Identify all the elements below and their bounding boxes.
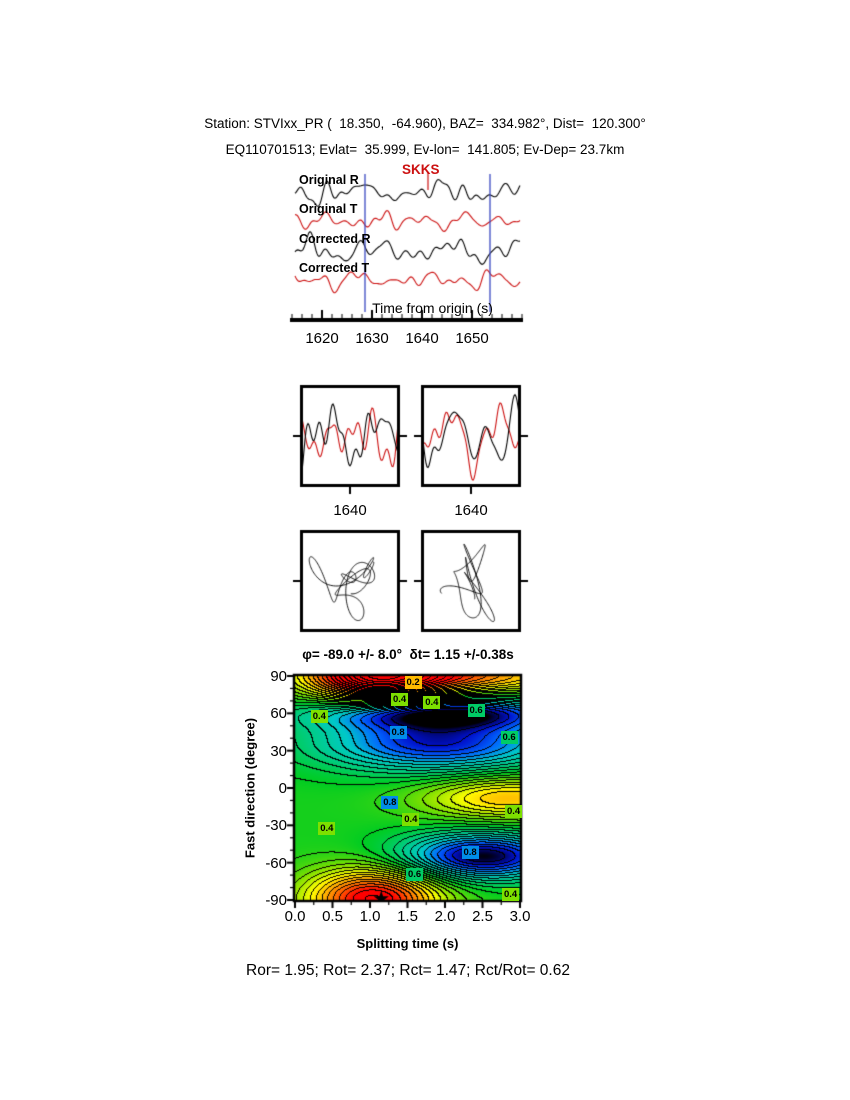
contour-xlabel: Splitting time (s) — [356, 936, 459, 951]
contour-level-label: 0.4 — [402, 813, 420, 827]
x-tick-label: 3.0 — [509, 908, 531, 925]
y-tick-label: 60 — [270, 705, 287, 723]
contour-level-label: 0.2 — [404, 676, 422, 690]
contour-level-label: 0.4 — [310, 710, 328, 724]
contour-level-label: 0.4 — [502, 888, 520, 902]
time-tick-label: 1650 — [455, 330, 489, 347]
x-tick-label: 1.5 — [397, 908, 418, 925]
header-line2: EQ110701513; Evlat= 35.999, Ev-lon= 141.… — [225, 142, 625, 157]
x-tick-label: 2.5 — [472, 908, 493, 925]
header-line1: Station: STVIxx_PR ( 18.350, -64.960), B… — [204, 116, 646, 131]
footer-stats: Ror= 1.95; Rot= 2.37; Rct= 1.47; Rct/Rot… — [246, 962, 570, 979]
contour-level-label: 0.8 — [461, 845, 479, 859]
contour-level-label: 0.6 — [467, 703, 485, 717]
time-tick-label: 1640 — [405, 330, 439, 347]
x-tick-label: 1.0 — [359, 908, 381, 925]
y-tick-label: 0 — [278, 780, 287, 797]
trace-label-corrected-t: Corrected T — [299, 261, 370, 275]
time-axis-title: Time from origin (s) — [372, 300, 493, 316]
y-tick-label: 30 — [270, 742, 287, 760]
y-tick-label: -30 — [265, 817, 287, 835]
time-tick-label: 1620 — [305, 330, 339, 347]
y-tick-label: -60 — [265, 854, 287, 872]
x-tick-label: 0.0 — [284, 908, 306, 925]
contour-level-label: 0.8 — [381, 795, 399, 809]
contour-level-label: 0.4 — [318, 822, 336, 836]
window-tick-label: 1640 — [454, 502, 488, 519]
contour-level-label: 0.8 — [389, 726, 407, 740]
contour-title: φ= -89.0 +/- 8.0° δt= 1.15 +/-0.38s — [302, 647, 514, 662]
contour-level-label: 0.4 — [505, 804, 523, 818]
phase-label: SKKS — [402, 162, 440, 177]
y-tick-label: 90 — [270, 668, 287, 685]
trace-label-original-t: Original T — [299, 202, 358, 216]
contour-level-label: 0.6 — [500, 731, 518, 745]
x-tick-label: 2.0 — [434, 908, 456, 925]
contour-level-label: 0.4 — [391, 692, 409, 706]
contour-level-label: 0.4 — [423, 696, 441, 710]
x-tick-label: 0.5 — [322, 908, 343, 925]
trace-label-original-r: Original R — [299, 173, 359, 187]
trace-label-corrected-r: Corrected R — [299, 232, 371, 246]
y-tick-label: -90 — [265, 892, 287, 909]
contour-level-label: 0.6 — [406, 868, 424, 882]
window-tick-label: 1640 — [333, 502, 367, 519]
time-tick-label: 1630 — [355, 330, 389, 347]
